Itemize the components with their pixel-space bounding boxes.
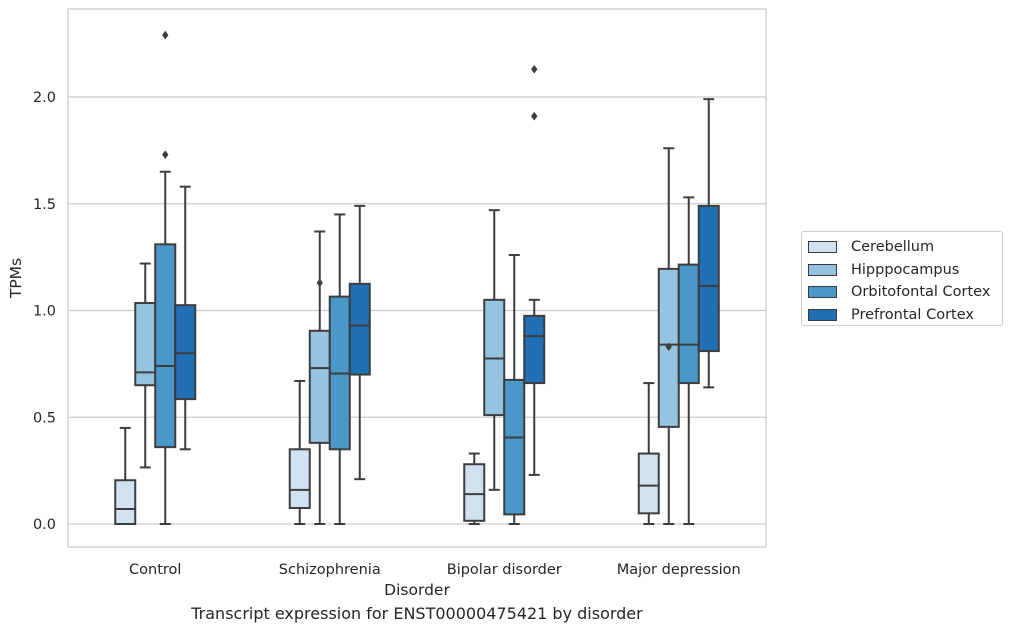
- legend-swatch: [808, 263, 837, 276]
- y-tick-label: 0.0: [33, 517, 56, 533]
- legend-swatch: [808, 286, 837, 299]
- y-tick-labels: 0.0 0.5 1.0 1.5 2.0: [33, 90, 56, 533]
- box-iqr: [637, 452, 660, 515]
- legend-label: Orbitofontal Cortex: [851, 284, 991, 301]
- outlier-point: [665, 342, 672, 352]
- outlier-point: [316, 278, 323, 288]
- box-schizophrenia-hipppocampus: [308, 230, 331, 525]
- box-control-hipppocampus: [134, 262, 157, 469]
- legend-label: Hipppocampus: [851, 261, 960, 278]
- box-iqr: [463, 463, 486, 522]
- box-iqr: [348, 282, 371, 376]
- legend-item: Cerebellum: [808, 236, 1002, 259]
- box-plot-chart: 0.0 0.5 1.0 1.5 2.0 Control Schizophrenia Bipo…: [7, 8, 767, 599]
- box-iqr: [114, 479, 137, 526]
- legend-item: Hipppocampus: [808, 259, 1002, 282]
- legend-swatch: [808, 308, 837, 321]
- box-bipolar-disorder-cerebellum: [463, 452, 486, 525]
- legend: Cerebellum Hipppocampus Orbitofontal Corte…: [801, 231, 1003, 326]
- x-tick-label: Bipolar disorder: [447, 562, 562, 578]
- box-iqr: [288, 448, 311, 509]
- box-major-depression-cerebellum: [637, 382, 660, 525]
- box-control-prefrontal-cortex: [174, 185, 197, 451]
- box-iqr: [308, 329, 331, 444]
- x-axis-label: Disorder: [384, 581, 450, 599]
- y-tick-label: 1.5: [33, 197, 56, 213]
- x-tick-label: Control: [129, 562, 181, 578]
- box-control-orbitofontal-cortex: [154, 30, 177, 525]
- outlier-point: [162, 150, 169, 159]
- y-tick-label: 0.5: [33, 410, 56, 426]
- box-control-cerebellum: [114, 426, 137, 526]
- box-major-depression-orbitofontal-cortex: [677, 196, 700, 525]
- outlier-point: [531, 64, 538, 74]
- box-bipolar-disorder-hipppocampus: [483, 209, 506, 491]
- legend-swatch: [808, 241, 837, 254]
- plot-frame: [67, 8, 767, 548]
- box-bipolar-disorder-orbitofontal-cortex: [503, 253, 526, 525]
- outlier-point: [162, 30, 169, 40]
- legend-item: Prefrontal Cortex: [808, 304, 1002, 327]
- x-tick-label: Major depression: [617, 562, 741, 578]
- outlier-point: [531, 111, 538, 121]
- y-tick-label: 2.0: [33, 90, 56, 106]
- box-iqr: [503, 378, 526, 516]
- box-schizophrenia-prefrontal-cortex: [348, 204, 371, 481]
- box-major-depression-prefrontal-cortex: [697, 98, 720, 389]
- y-axis-label: TPMs: [7, 258, 25, 299]
- box-iqr: [677, 263, 700, 385]
- legend-label: Cerebellum: [851, 239, 935, 256]
- box-iqr: [154, 243, 177, 449]
- box-iqr: [697, 204, 720, 353]
- box-bipolar-disorder-prefrontal-cortex: [523, 64, 546, 476]
- box-schizophrenia-cerebellum: [288, 379, 311, 525]
- box-iqr: [174, 304, 197, 401]
- legend-label: Prefrontal Cortex: [851, 306, 974, 323]
- y-tick-label: 1.0: [33, 304, 56, 320]
- box-layer: [114, 30, 720, 526]
- box-iqr: [483, 298, 506, 417]
- box-schizophrenia-orbitofontal-cortex: [328, 213, 351, 525]
- legend-item: Orbitofontal Cortex: [808, 281, 1002, 304]
- chart-caption: Transcript expression for ENST0000047542…: [191, 604, 643, 623]
- x-tick-labels: Control Schizophrenia Bipolar disorder Majo…: [129, 562, 741, 578]
- x-tick-label: Schizophrenia: [279, 562, 381, 578]
- box-major-depression-hipppocampus: [657, 147, 680, 525]
- box-iqr: [523, 314, 546, 385]
